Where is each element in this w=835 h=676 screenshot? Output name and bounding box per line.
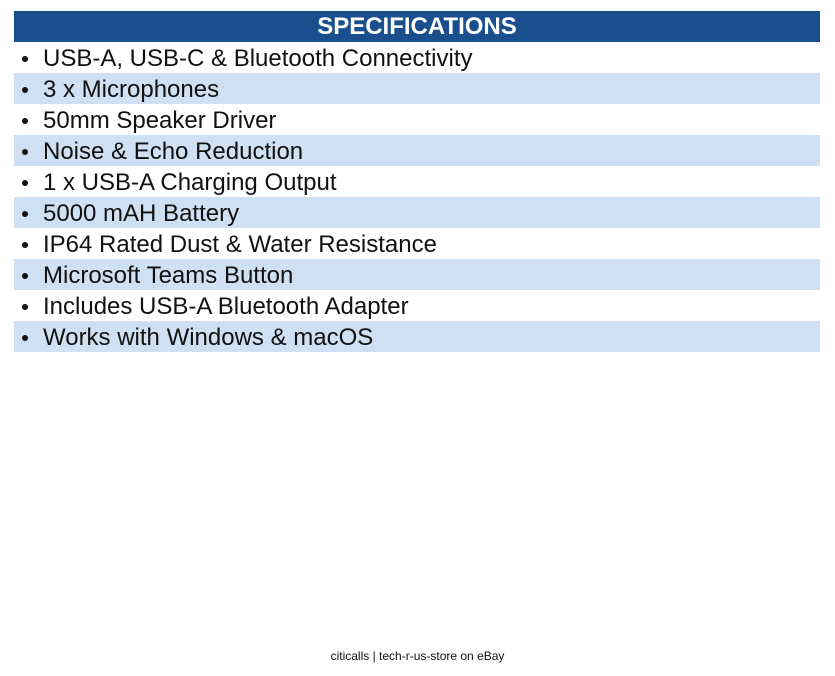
- section-title: SPECIFICATIONS: [14, 11, 820, 42]
- spec-text: Works with Windows & macOS: [43, 324, 374, 351]
- spec-item: USB-A, USB-C & Bluetooth Connectivity: [14, 42, 820, 73]
- spec-item: Includes USB-A Bluetooth Adapter: [14, 290, 820, 321]
- spec-item: Works with Windows & macOS: [14, 321, 820, 352]
- spec-text: Noise & Echo Reduction: [43, 138, 304, 165]
- bullet: [22, 304, 28, 310]
- spec-item: IP64 Rated Dust & Water Resistance: [14, 228, 820, 259]
- spec-item: 1 x USB-A Charging Output: [14, 166, 820, 197]
- bullet: [22, 118, 28, 124]
- spec-item: 50mm Speaker Driver: [14, 104, 820, 135]
- bullet: [22, 273, 28, 279]
- bullet: [22, 87, 28, 93]
- bullet: [22, 180, 28, 186]
- spec-text: 1 x USB-A Charging Output: [43, 169, 337, 196]
- spec-item: 5000 mAH Battery: [14, 197, 820, 228]
- spec-text: Includes USB-A Bluetooth Adapter: [43, 293, 409, 320]
- spec-text: IP64 Rated Dust & Water Resistance: [43, 231, 437, 258]
- bullet: [22, 211, 28, 217]
- bullet: [22, 56, 28, 62]
- spec-item: Microsoft Teams Button: [14, 259, 820, 290]
- spec-text: 5000 mAH Battery: [43, 200, 240, 227]
- spec-text: Microsoft Teams Button: [43, 262, 294, 289]
- bullet: [22, 149, 28, 155]
- spec-list: USB-A, USB-C & Bluetooth Connectivity 3 x…: [14, 42, 820, 352]
- bullet: [22, 335, 28, 341]
- footer: citicalls | tech-r-us-store on eBay: [330, 649, 505, 663]
- bullet: [22, 242, 28, 248]
- spec-item: Noise & Echo Reduction: [14, 135, 820, 166]
- spec-text: USB-A, USB-C & Bluetooth Connectivity: [43, 45, 473, 72]
- spec-text: 3 x Microphones: [43, 76, 220, 103]
- spec-text: 50mm Speaker Driver: [43, 107, 277, 134]
- spec-item: 3 x Microphones: [14, 73, 820, 104]
